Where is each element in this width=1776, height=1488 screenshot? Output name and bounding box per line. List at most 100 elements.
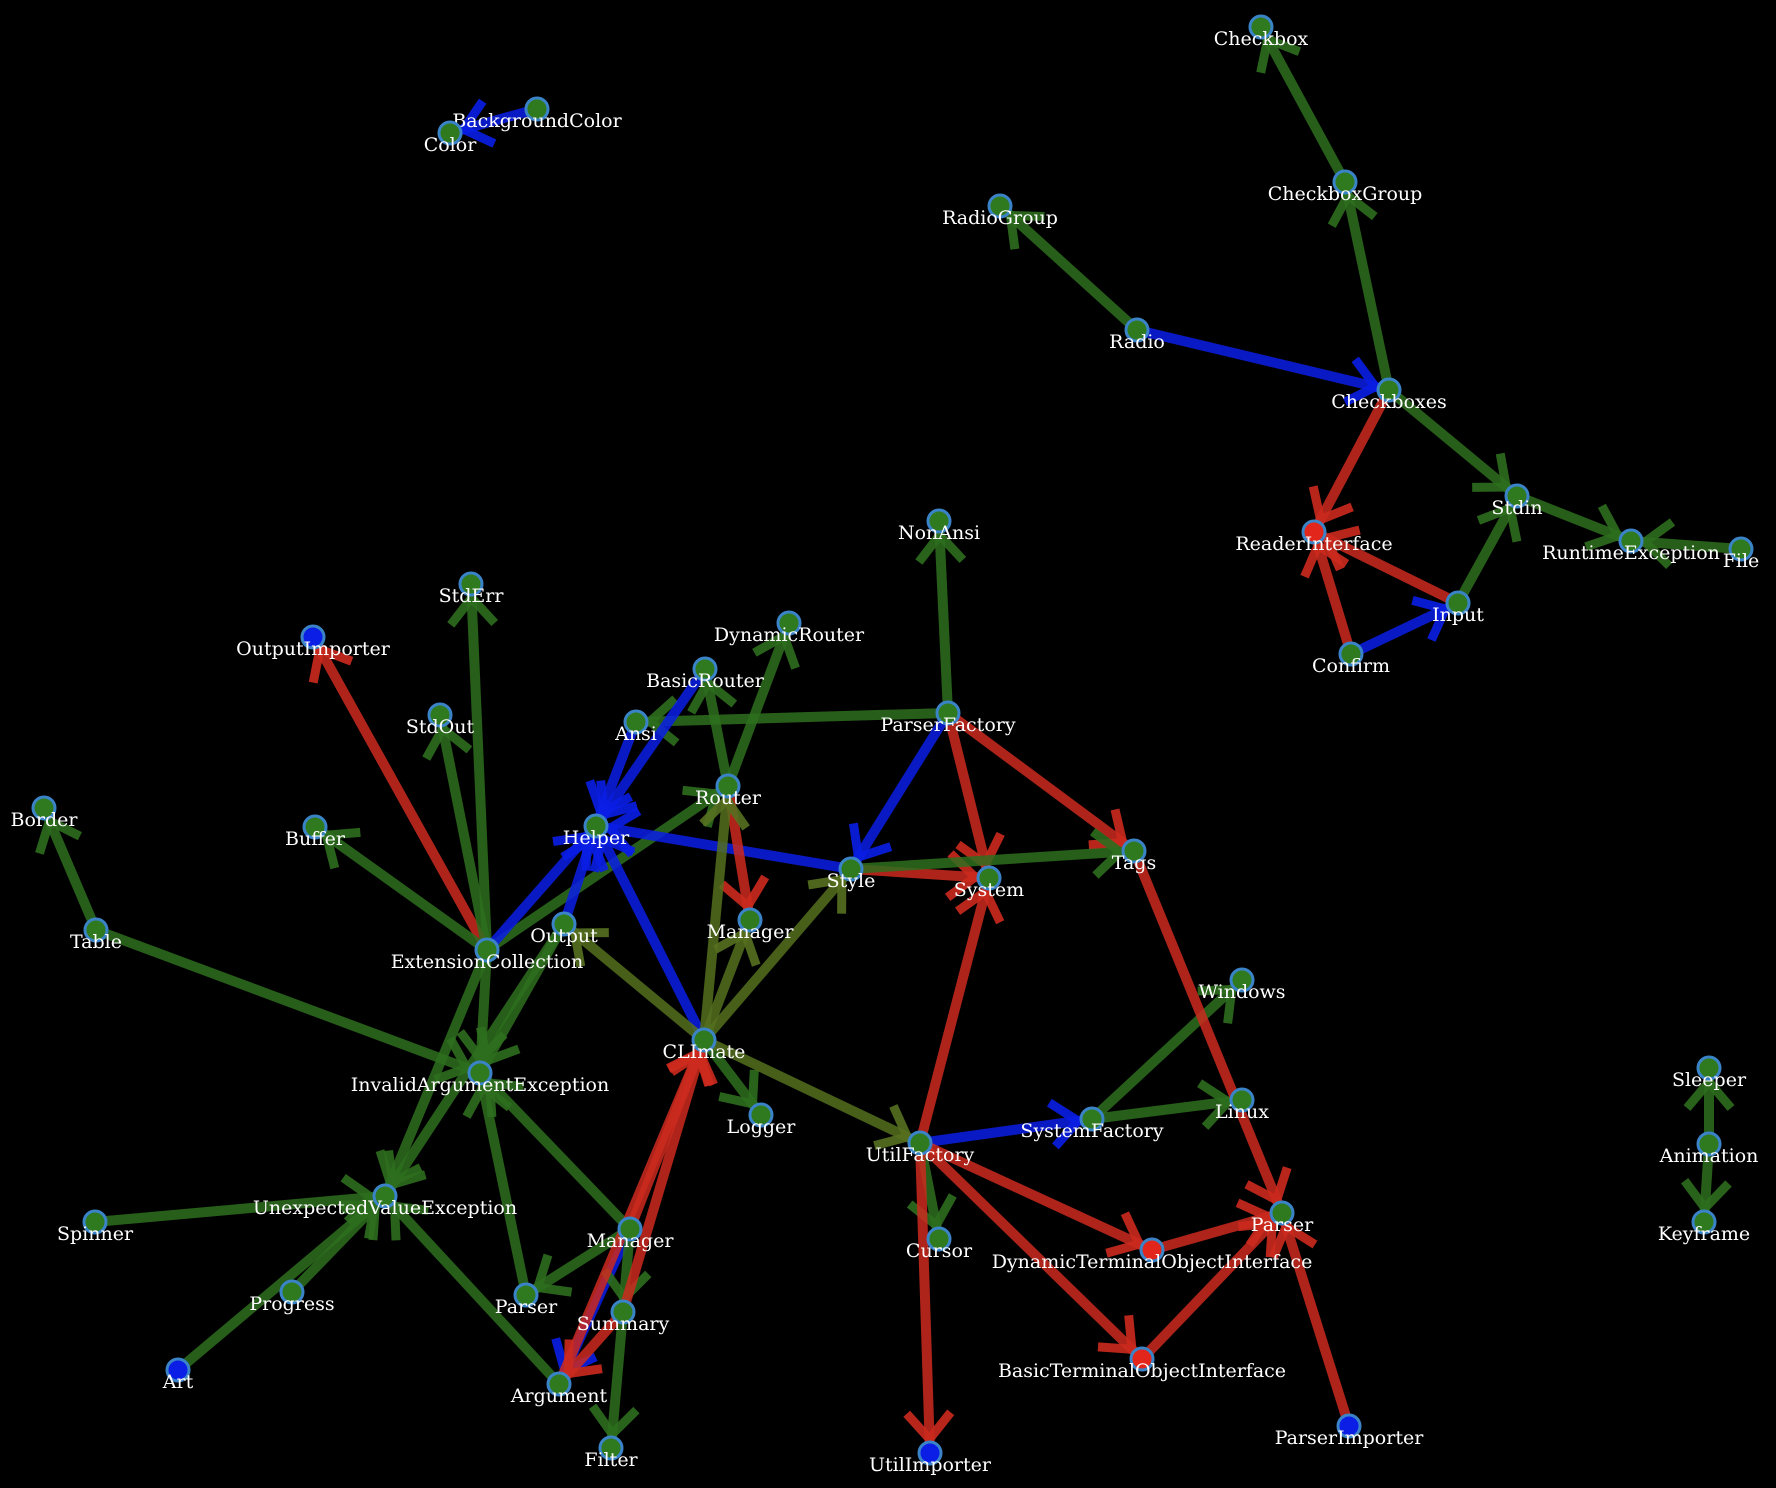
node-checkbox[interactable]: Checkbox [1214, 16, 1309, 50]
node-label: Art [162, 1371, 194, 1393]
edge-tags-to-parser2 [1134, 851, 1287, 1213]
node-label: Spinner [57, 1223, 134, 1245]
node-label: Keyframe [1658, 1223, 1750, 1245]
edge-parserfactory-to-nonansi [919, 521, 963, 713]
node-label: Border [11, 809, 79, 831]
node-logger[interactable]: Logger [727, 1104, 797, 1138]
node-label: File [1723, 550, 1760, 572]
node-unexpectedvalueexception[interactable]: UnexpectedValueException [253, 1185, 517, 1219]
node-label: Input [1432, 604, 1484, 626]
node-label: UnexpectedValueException [253, 1197, 517, 1219]
node-dynamicrouter[interactable]: DynamicRouter [714, 612, 865, 646]
node-cursor[interactable]: Cursor [906, 1228, 973, 1262]
node-label: SystemFactory [1020, 1120, 1163, 1142]
node-parserfactory[interactable]: ParserFactory [880, 702, 1015, 736]
node-label: StdOut [406, 716, 475, 738]
node-label: RadioGroup [942, 207, 1058, 229]
node-label: UtilImporter [869, 1454, 992, 1476]
edge-climate-to-style [704, 869, 851, 1040]
node-animation[interactable]: Animation [1659, 1133, 1759, 1167]
node-label: DynamicTerminalObjectInterface [992, 1251, 1313, 1273]
node-climate[interactable]: CLImate [663, 1029, 746, 1063]
node-label: Stdin [1491, 497, 1542, 519]
node-outputimporter[interactable]: OutputImporter [236, 626, 391, 660]
edge-summary-to-climate [623, 1040, 714, 1312]
node-label: Parser [495, 1296, 558, 1318]
node-label: Manager [707, 921, 795, 943]
node-sleeper[interactable]: Sleeper [1672, 1057, 1747, 1091]
node-label: Helper [563, 827, 630, 849]
node-keyframe[interactable]: Keyframe [1658, 1211, 1750, 1245]
node-label: StdErr [439, 585, 505, 607]
node-label: NonAnsi [898, 522, 980, 544]
edge-art-to-unexpectedvalueexception [178, 1196, 385, 1370]
node-buffer[interactable]: Buffer [285, 816, 346, 850]
node-argument[interactable]: Argument [510, 1373, 608, 1407]
node-label: BackgroundColor [452, 110, 622, 132]
node-label: Manager [587, 1230, 675, 1252]
edge-utilfactory-to-system [920, 878, 1000, 1143]
node-windows[interactable]: Windows [1198, 969, 1285, 1003]
node-label: BasicTerminalObjectInterface [998, 1360, 1286, 1382]
node-label: Cursor [906, 1240, 973, 1262]
node-label: Tags [1112, 852, 1156, 874]
node-label: Radio [1109, 331, 1165, 353]
node-label: Sleeper [1672, 1069, 1747, 1091]
node-basicterminalobjectinterface[interactable]: BasicTerminalObjectInterface [998, 1348, 1286, 1382]
node-art[interactable]: Art [162, 1359, 194, 1393]
node-label: RuntimeException [1542, 542, 1720, 564]
node-label: CLImate [663, 1041, 746, 1063]
node-label: Logger [727, 1116, 797, 1138]
node-label: Windows [1198, 981, 1285, 1003]
node-label: Filter [584, 1449, 638, 1471]
node-radiogroup[interactable]: RadioGroup [942, 195, 1058, 229]
node-utilimporter[interactable]: UtilImporter [869, 1442, 992, 1476]
edge-parserimporter-to-parser2 [1273, 1213, 1349, 1426]
node-label: UtilFactory [866, 1144, 975, 1166]
node-label: Linux [1215, 1101, 1269, 1123]
node-label: Style [827, 870, 876, 892]
edge-parserfactory-to-style [851, 713, 948, 869]
node-label: Parser [1251, 1214, 1314, 1236]
node-label: Ansi [614, 723, 657, 745]
node-filter[interactable]: Filter [584, 1437, 638, 1471]
node-parserimporter[interactable]: ParserImporter [1275, 1415, 1425, 1449]
node-label: Router [695, 787, 762, 809]
node-router[interactable]: Router [695, 775, 762, 809]
edge-checkboxgroup-to-checkbox [1261, 27, 1345, 182]
edge-climate-to-helper [594, 826, 704, 1040]
node-manager2[interactable]: Manager [587, 1218, 675, 1252]
node-invalidargumentexception[interactable]: InvalidArgumentException [351, 1062, 609, 1096]
node-label: DynamicRouter [714, 624, 865, 646]
node-stderr[interactable]: StdErr [439, 573, 505, 607]
node-label: InvalidArgumentException [351, 1074, 609, 1096]
node-table[interactable]: Table [70, 919, 122, 953]
node-parser2[interactable]: Parser [1251, 1202, 1314, 1236]
node-label: ParserImporter [1275, 1427, 1425, 1449]
node-progress[interactable]: Progress [249, 1281, 334, 1315]
node-label: Animation [1659, 1145, 1759, 1167]
edges-layer [39, 27, 1741, 1453]
node-label: Buffer [285, 828, 346, 850]
node-stdout[interactable]: StdOut [406, 704, 475, 738]
node-radio[interactable]: Radio [1109, 319, 1165, 353]
node-label: Checkbox [1214, 28, 1309, 50]
node-readerinterface[interactable]: ReaderInterface [1235, 521, 1392, 555]
node-label: ReaderInterface [1235, 533, 1392, 555]
node-label: Checkboxes [1331, 391, 1446, 413]
node-runtimeexception[interactable]: RuntimeException [1542, 530, 1720, 564]
node-border[interactable]: Border [11, 797, 79, 831]
edge-extensioncollection-to-outputimporter [313, 637, 487, 950]
node-label: Color [424, 134, 477, 156]
node-dynamicterminalobjectinterface[interactable]: DynamicTerminalObjectInterface [992, 1239, 1313, 1273]
node-basicrouter[interactable]: BasicRouter [646, 658, 765, 692]
node-confirm[interactable]: Confirm [1312, 643, 1390, 677]
node-label: CheckboxGroup [1268, 183, 1423, 205]
node-label: Table [70, 931, 122, 953]
node-label: Argument [510, 1385, 608, 1407]
node-label: Output [530, 925, 598, 947]
node-checkboxgroup[interactable]: CheckboxGroup [1268, 171, 1423, 205]
node-nonansi[interactable]: NonAnsi [898, 510, 980, 544]
node-label: System [954, 879, 1024, 901]
